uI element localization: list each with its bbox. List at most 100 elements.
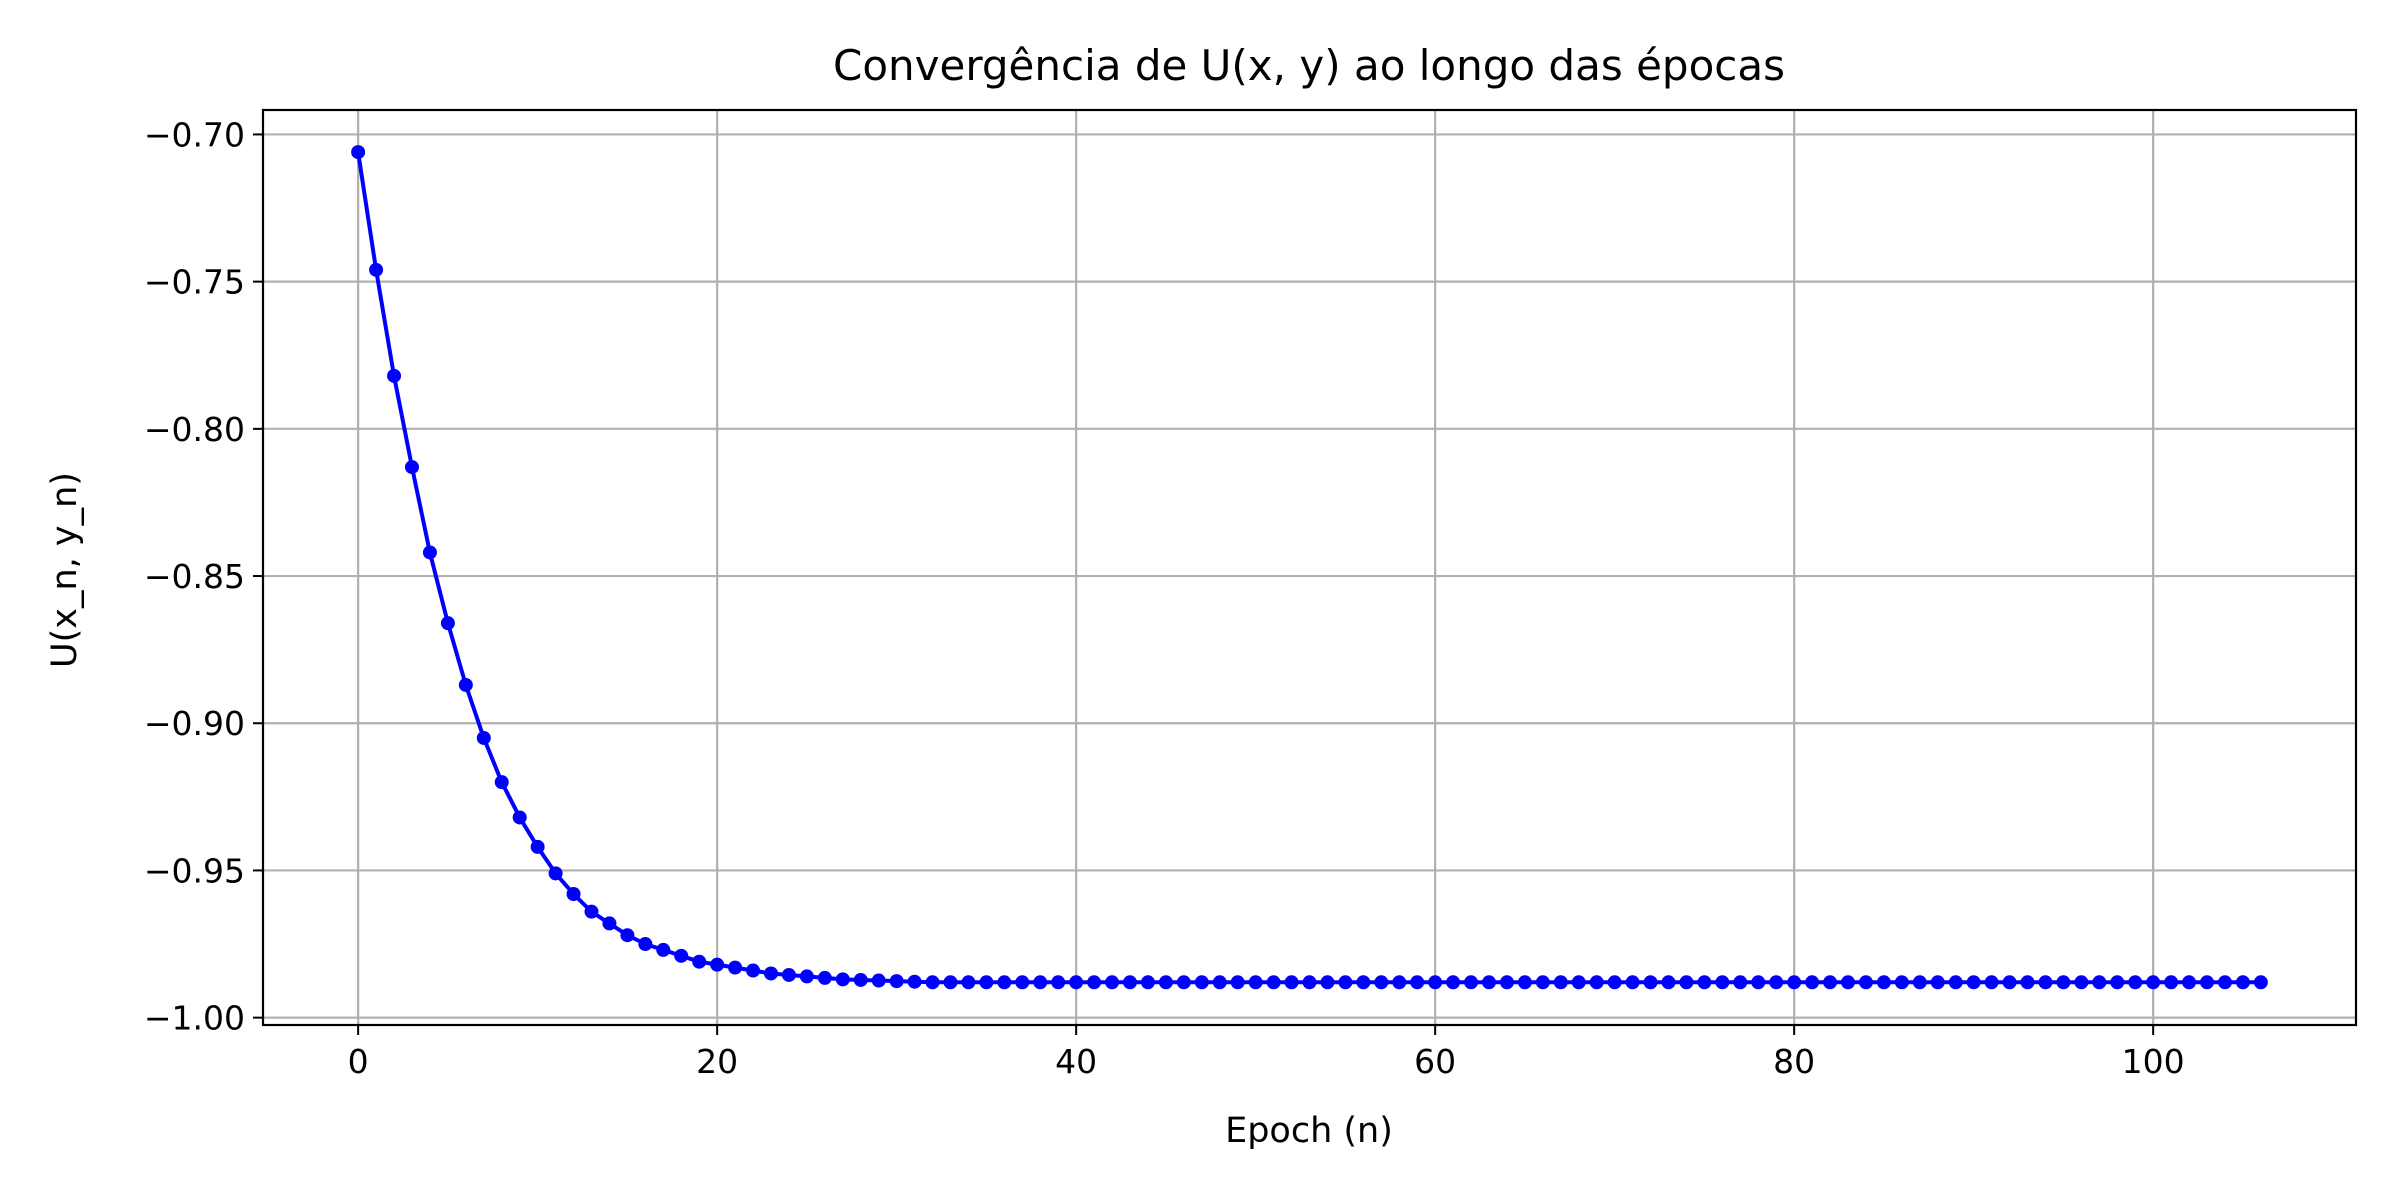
- data-point: [1356, 975, 1371, 990]
- x-axis-label: Epoch (n): [1225, 1111, 1393, 1151]
- data-point: [620, 928, 635, 943]
- data-point: [1894, 975, 1909, 990]
- data-point: [1984, 975, 1999, 990]
- data-point: [835, 972, 850, 987]
- data-point: [440, 616, 455, 631]
- data-point: [2146, 975, 2161, 990]
- data-point: [566, 886, 581, 901]
- data-point: [2092, 975, 2107, 990]
- data-point: [1535, 975, 1550, 990]
- data-point: [1858, 975, 1873, 990]
- data-point: [692, 954, 707, 969]
- data-point: [1697, 975, 1712, 990]
- data-point: [2200, 975, 2215, 990]
- y-tick-label: −0.90: [144, 704, 245, 743]
- data-point: [2128, 975, 2143, 990]
- data-point: [458, 677, 473, 692]
- data-point: [1876, 975, 1891, 990]
- data-point: [710, 957, 725, 972]
- data-point: [2056, 975, 2071, 990]
- data-point: [494, 775, 509, 790]
- data-point: [1553, 975, 1568, 990]
- data-point: [1105, 975, 1120, 990]
- y-tick-label: −0.70: [144, 115, 245, 154]
- data-point: [1410, 975, 1425, 990]
- data-point: [1499, 975, 1514, 990]
- data-point: [1194, 975, 1209, 990]
- y-tick-label: −0.95: [144, 851, 245, 890]
- data-point: [674, 948, 689, 963]
- data-point: [530, 839, 545, 854]
- x-tick-label: 0: [348, 1042, 369, 1081]
- data-point: [2182, 975, 2197, 990]
- data-point: [2020, 975, 2035, 990]
- data-point: [1841, 975, 1856, 990]
- data-point: [817, 970, 832, 985]
- data-point: [602, 916, 617, 931]
- data-point: [1338, 975, 1353, 990]
- x-tick-label: 20: [696, 1042, 738, 1081]
- data-point: [728, 960, 743, 975]
- x-tick-label: 40: [1055, 1042, 1097, 1081]
- data-point: [404, 460, 419, 475]
- data-point: [548, 866, 563, 881]
- data-point: [1607, 975, 1622, 990]
- data-point: [907, 974, 922, 989]
- data-point: [1069, 975, 1084, 990]
- data-point: [422, 545, 437, 560]
- data-point: [1930, 975, 1945, 990]
- data-point: [961, 975, 976, 990]
- data-point: [853, 972, 868, 987]
- data-point: [746, 963, 761, 978]
- data-point: [1571, 975, 1586, 990]
- data-point: [1733, 975, 1748, 990]
- data-point: [1176, 975, 1191, 990]
- axis-ticks: 0 20 40 60 80 100 −0.70 −0.75 −0.80 −0.85 −0.90 −0.…: [144, 115, 2185, 1081]
- data-point: [1033, 975, 1048, 990]
- data-point: [2235, 975, 2250, 990]
- data-point: [1051, 975, 1066, 990]
- data-point: [1715, 975, 1730, 990]
- data-point: [1140, 975, 1155, 990]
- data-point: [1823, 975, 1838, 990]
- data-point: [925, 975, 940, 990]
- data-point: [781, 967, 796, 982]
- data-point: [351, 145, 366, 160]
- plot-area-frame: [261, 108, 2358, 1027]
- data-point: [1122, 975, 1137, 990]
- data-point: [1248, 975, 1263, 990]
- data-point: [2002, 975, 2017, 990]
- data-point: [1374, 975, 1389, 990]
- data-point: [1751, 975, 1766, 990]
- data-point: [1158, 975, 1173, 990]
- data-point: [1787, 975, 1802, 990]
- y-tick-label: −0.75: [144, 263, 245, 302]
- data-point: [1966, 975, 1981, 990]
- data-point: [2110, 975, 2125, 990]
- data-series: [351, 145, 2268, 990]
- data-point: [979, 975, 994, 990]
- data-point: [1805, 975, 1820, 990]
- data-point: [997, 975, 1012, 990]
- data-point: [889, 974, 904, 989]
- data-point: [1948, 975, 1963, 990]
- data-point: [799, 969, 814, 984]
- data-point: [387, 368, 402, 383]
- x-tick-label: 100: [2122, 1042, 2185, 1081]
- data-point: [584, 904, 599, 919]
- data-point: [2164, 975, 2179, 990]
- data-point: [1464, 975, 1479, 990]
- data-point: [1230, 975, 1245, 990]
- data-point: [2038, 975, 2053, 990]
- data-point: [1392, 975, 1407, 990]
- data-point: [1428, 975, 1443, 990]
- data-point: [1517, 975, 1532, 990]
- grid-lines: [263, 110, 2356, 1025]
- data-point: [1643, 975, 1658, 990]
- y-tick-label: −0.80: [144, 410, 245, 449]
- data-point: [1625, 975, 1640, 990]
- data-point: [2074, 975, 2089, 990]
- data-point: [1320, 975, 1335, 990]
- data-point: [1482, 975, 1497, 990]
